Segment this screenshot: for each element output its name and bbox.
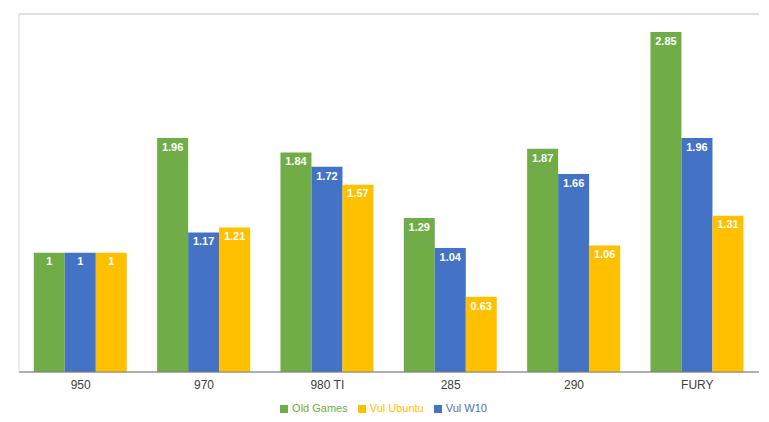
svg-text:1: 1 xyxy=(46,255,52,267)
svg-text:1.72: 1.72 xyxy=(316,170,337,182)
svg-text:1.31: 1.31 xyxy=(717,218,738,230)
svg-text:1.06: 1.06 xyxy=(594,248,615,260)
svg-text:1.04: 1.04 xyxy=(440,251,462,263)
svg-text:950: 950 xyxy=(71,378,91,392)
svg-text:1.96: 1.96 xyxy=(162,141,183,153)
svg-text:1: 1 xyxy=(77,255,83,267)
svg-text:970: 970 xyxy=(194,378,214,392)
html-text:Old Games: Old Games xyxy=(292,402,348,414)
svg-text:1.29: 1.29 xyxy=(409,221,430,233)
svg-text:1.21: 1.21 xyxy=(224,230,245,242)
svg-text:1.84: 1.84 xyxy=(285,155,307,167)
svg-text:285: 285 xyxy=(441,378,461,392)
svg-text:0.63: 0.63 xyxy=(471,300,492,312)
svg-text:1.87: 1.87 xyxy=(532,152,553,164)
svg-text:1.57: 1.57 xyxy=(347,187,368,199)
svg-text:1: 1 xyxy=(108,255,114,267)
svg-text:1.17: 1.17 xyxy=(193,235,214,247)
html-text:Vul W10: Vul W10 xyxy=(445,402,487,414)
svg-text:1.96: 1.96 xyxy=(686,141,707,153)
svg-text:980 TI: 980 TI xyxy=(310,378,344,392)
svg-text:FURY: FURY xyxy=(681,378,713,392)
svg-text:2.85: 2.85 xyxy=(655,35,676,47)
svg-text:290: 290 xyxy=(564,378,584,392)
html-text:Vul Ubuntu: Vul Ubuntu xyxy=(369,402,424,414)
svg-text:1.66: 1.66 xyxy=(563,177,584,189)
